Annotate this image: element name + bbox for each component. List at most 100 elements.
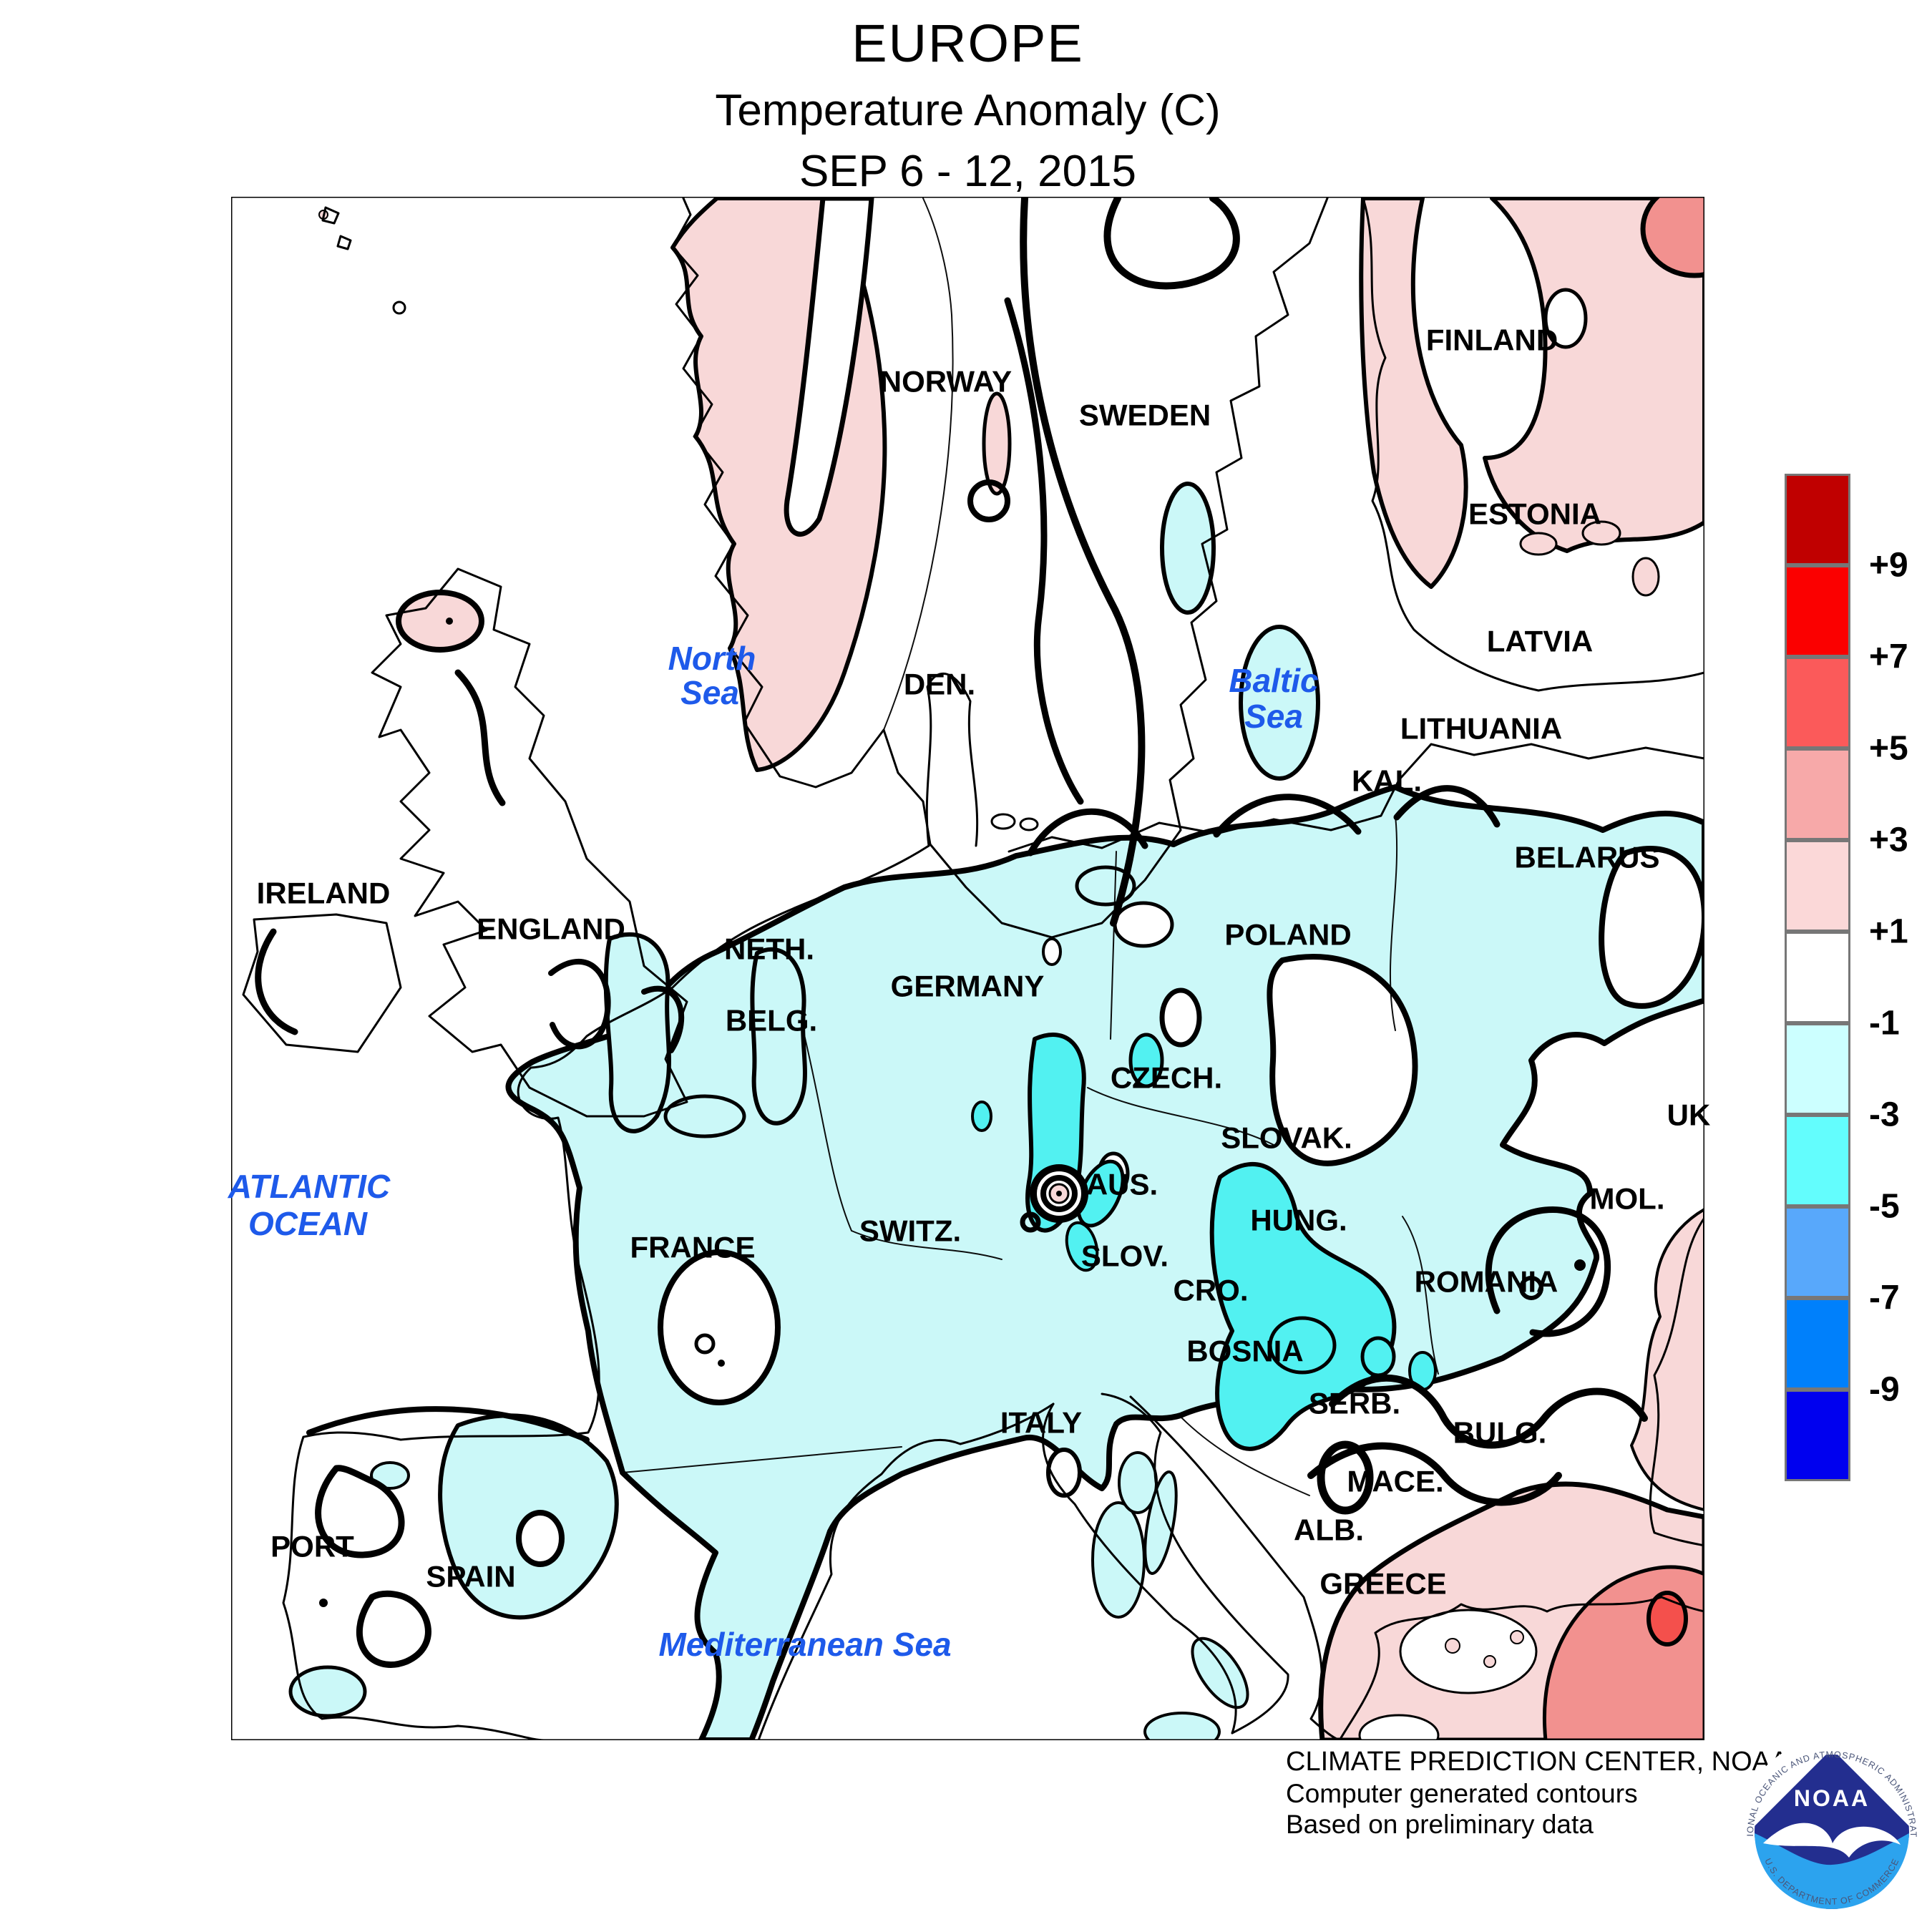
sea-label-sea-1: Sea xyxy=(680,674,739,712)
country-label-italy: ITALY xyxy=(1000,1405,1083,1440)
contour-region-bothnia-cool xyxy=(1239,625,1320,781)
coast-finland xyxy=(1362,197,1704,692)
coast-denmark-island2 xyxy=(1019,817,1039,831)
coast-blacksea xyxy=(1649,1216,1704,1547)
legend-label-3: -3 xyxy=(1869,1096,1900,1134)
station-dot xyxy=(718,1360,725,1367)
sea-label-atlantic-4: ATLANTIC xyxy=(228,1168,391,1206)
contour-hole-germany-small xyxy=(1042,937,1062,966)
contour-loop-portugal2 xyxy=(356,1590,431,1668)
border-france-germany xyxy=(801,1023,852,1231)
date-range: SEP 6 - 12, 2015 xyxy=(799,147,1137,196)
contour-ring-romania xyxy=(1519,1276,1543,1300)
attribution-source: CLIMATE PREDICTION CENTER, NOAA xyxy=(1286,1747,1789,1777)
coast-ireland xyxy=(242,913,402,1053)
legend-swatch-5 xyxy=(1785,932,1850,1023)
country-label-lithuania: LITHUANIA xyxy=(1400,711,1563,746)
country-label-uk: UK xyxy=(1667,1098,1711,1132)
contour-hole-finland xyxy=(1543,288,1588,349)
coast-denmark xyxy=(925,673,979,847)
sea-label-ocean-5: OCEAN xyxy=(248,1205,368,1243)
country-label-neth: NETH. xyxy=(724,932,814,966)
contour-line-sweden xyxy=(1020,197,1146,927)
contour-region-sfinland-warm xyxy=(1519,532,1558,556)
contour-hole-east-poland xyxy=(1267,953,1418,1166)
legend-label-7: +7 xyxy=(1869,638,1908,676)
contour-region-sweden-cool xyxy=(1160,482,1216,615)
country-label-slovak: SLOVAK. xyxy=(1221,1121,1352,1155)
country-label-hung: HUNG. xyxy=(1250,1203,1347,1237)
contour-region-finland-west-warm xyxy=(1359,197,1468,589)
legend-swatch-7 xyxy=(1785,1115,1850,1206)
contour-region-blacksea-warm xyxy=(1630,1208,1704,1511)
contour-ring-norway xyxy=(967,479,1010,522)
contour-line-baltic1 xyxy=(1027,808,1148,857)
contour-bullseye-mid xyxy=(1040,1175,1078,1212)
coast-iceland-bits xyxy=(321,206,352,250)
contour-region-england-cool xyxy=(603,932,671,1133)
country-label-den: DEN. xyxy=(903,667,976,701)
border-romania-west xyxy=(1402,1216,1439,1375)
legend-swatch-8 xyxy=(1785,1206,1850,1298)
country-label-greece: GREECE xyxy=(1319,1566,1447,1601)
contour-line-ireland xyxy=(255,928,298,1035)
legend-swatch-2 xyxy=(1785,657,1850,748)
country-label-ireland: IRELAND xyxy=(256,876,391,910)
coast-italy-east xyxy=(1101,1392,1289,1735)
country-label-france: FRANCE xyxy=(630,1230,756,1264)
border-czech-slovakia xyxy=(1087,1087,1274,1146)
country-label-bosnia: BOSNIA xyxy=(1186,1334,1304,1368)
sea-label-sea-3: Sea xyxy=(1244,698,1303,736)
country-label-kal: KAL. xyxy=(1352,763,1422,798)
contour-region-hungary-cold xyxy=(1209,1161,1397,1451)
legend-swatch-3 xyxy=(1785,748,1850,840)
contour-line-england1 xyxy=(548,958,611,1050)
contour-hole-spain-ring xyxy=(516,1510,565,1567)
border-balkan xyxy=(1180,1416,1310,1496)
aegean-white2 xyxy=(1358,1714,1440,1740)
contour-line-nspain xyxy=(306,1406,590,1443)
sea-label-baltic-2: Baltic xyxy=(1229,662,1319,700)
contour-dot xyxy=(694,1333,716,1355)
border-germany-poland xyxy=(1110,851,1117,1040)
country-label-spain: SPAIN xyxy=(426,1559,516,1594)
coast-northsea-biscay xyxy=(282,844,930,1740)
contour-region-turkey-hot xyxy=(1646,1591,1688,1646)
country-label-serb: SERB. xyxy=(1308,1386,1401,1420)
subtitle: Temperature Anomaly (C) xyxy=(715,86,1221,135)
contour-hole-germany-east xyxy=(1159,987,1202,1048)
country-label-cro: CRO. xyxy=(1173,1273,1249,1307)
contour-region-england-cool2 xyxy=(750,947,807,1126)
contour-line-norway2 xyxy=(1004,297,1084,805)
page-title: EUROPE xyxy=(852,14,1084,73)
sea-label-north-0: North xyxy=(668,640,756,678)
country-label-alb: ALB. xyxy=(1294,1513,1364,1547)
coast-adriatic-east xyxy=(1129,1395,1341,1740)
country-label-germany: GERMANY xyxy=(890,969,1045,1003)
country-label-poland: POLAND xyxy=(1224,917,1352,952)
country-label-aus: AUS. xyxy=(1085,1167,1158,1201)
coast-scandinavia xyxy=(671,197,1329,939)
contour-loop-portugal1 xyxy=(315,1465,405,1558)
coast-denmark-island xyxy=(990,813,1016,830)
contour-line-bulgaria1 xyxy=(1329,1374,1648,1449)
country-label-bulg: BULG. xyxy=(1453,1415,1547,1450)
logo-gull xyxy=(1763,1823,1901,1858)
coast-greece-aegean xyxy=(1338,1596,1704,1740)
coast-italy-west xyxy=(1042,1402,1237,1735)
contour-line-baltic2 xyxy=(1213,794,1362,838)
country-label-finland: FINLAND xyxy=(1425,323,1558,357)
country-label-sweden: SWEDEN xyxy=(1078,398,1211,432)
contour-line-scotland xyxy=(454,669,506,806)
legend-swatch-6 xyxy=(1785,1023,1850,1115)
contour-hole-berlin xyxy=(1113,901,1174,948)
contour-region-spain-small-cool xyxy=(370,1461,410,1490)
country-label-england: ENGLAND xyxy=(477,912,625,946)
country-label-switz: SWITZ. xyxy=(859,1214,962,1248)
legend-label-5: -5 xyxy=(1869,1187,1900,1226)
aegean-island xyxy=(1510,1630,1524,1644)
aegean-island xyxy=(1483,1655,1496,1668)
country-label-belg: BELG. xyxy=(725,1003,818,1038)
